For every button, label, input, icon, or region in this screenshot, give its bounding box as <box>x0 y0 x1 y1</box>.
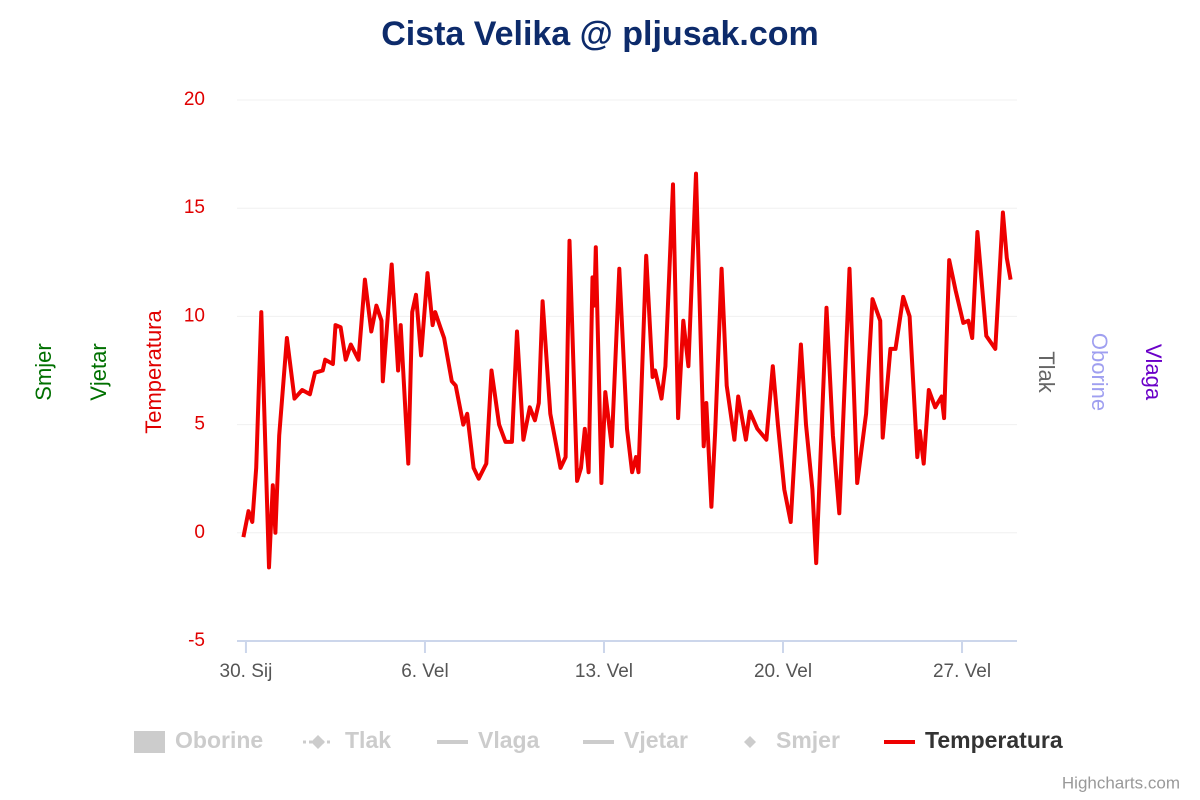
legend-item[interactable]: Smjer <box>776 727 840 753</box>
legend-symbol <box>744 736 756 748</box>
axis-title: Vjetar <box>86 343 111 400</box>
legend-item[interactable]: Oborine <box>175 727 263 753</box>
axis-title: Temperatura <box>141 309 166 433</box>
chart-title: Cista Velika @ pljusak.com <box>381 15 819 53</box>
legend-symbol <box>134 731 165 753</box>
legend-symbol <box>311 735 325 749</box>
legend-item[interactable]: Vjetar <box>624 727 688 753</box>
y-tick-label: 10 <box>184 305 205 326</box>
x-tick-label: 30. Sij <box>220 661 273 682</box>
y-tick-label: 20 <box>184 89 205 110</box>
y-tick-label: 15 <box>184 197 205 218</box>
axis-title: Oborine <box>1087 333 1112 411</box>
x-tick-label: 13. Vel <box>575 661 633 682</box>
x-tick-label: 27. Vel <box>933 661 991 682</box>
x-tick-label: 20. Vel <box>754 661 812 682</box>
legend-item[interactable]: Temperatura <box>925 727 1063 753</box>
axis-title: Tlak <box>1034 351 1059 394</box>
y-tick-label: 5 <box>194 414 205 435</box>
credits: Highcharts.com <box>1062 773 1180 792</box>
axis-title: Vlaga <box>1141 344 1166 401</box>
axis-title: Smjer <box>31 343 56 400</box>
series-line <box>241 171 1013 570</box>
x-tick-label: 6. Vel <box>401 661 449 682</box>
legend-item[interactable]: Tlak <box>345 727 391 753</box>
y-tick-label: -5 <box>188 630 205 651</box>
y-tick-label: 0 <box>194 522 205 543</box>
legend-item[interactable]: Vlaga <box>478 727 540 753</box>
